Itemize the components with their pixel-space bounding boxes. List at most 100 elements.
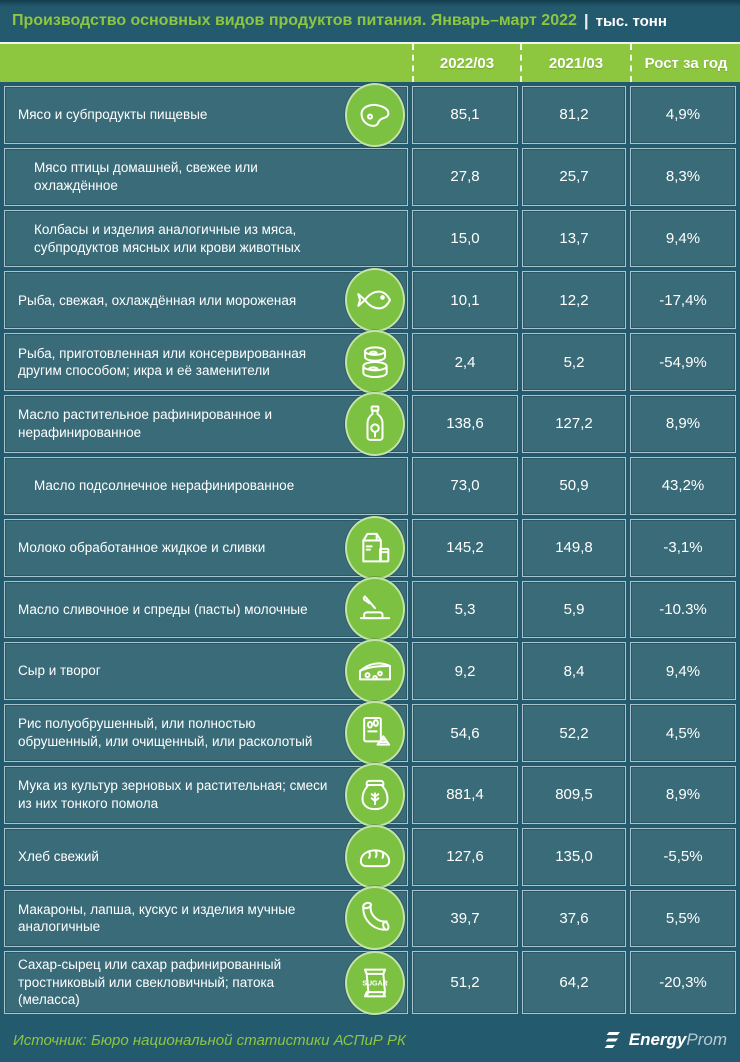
growth-value: 4,5% [630,704,736,762]
row-label: Рыба, свежая, охлаждённая или мороженая [18,292,297,308]
cheese-icon [345,639,405,704]
footer-bar: Источник: Бюро национальной статистики А… [0,1018,740,1062]
value-2022-03: 54,6 [412,704,518,762]
sugar-icon: SUGAR [345,950,405,1015]
value-2022-03: 85,1 [412,86,518,144]
table-row: Макароны, лапша, кускус и изделия мучные… [4,886,736,951]
row-label-cell: Рис полуобрушенный, или полностью обруше… [4,701,408,766]
row-label-cell: Мясо и субпродукты пищевые [4,82,408,147]
value-2021-03: 809,5 [522,765,626,824]
table-row: Мясо и субпродукты пищевые 85,1 81,2 4,9… [4,82,736,147]
row-label: Мясо птицы домашней, свежее или охлаждён… [34,160,258,193]
table-row: Молоко обработанное жидкое и сливки 145,… [4,515,736,580]
column-header-2021-03: 2021/03 [520,44,630,82]
value-2022-03: 2,4 [412,333,518,392]
row-label: Сыр и творог [18,663,101,679]
value-2021-03: 81,2 [522,86,626,144]
row-label-cell: Масло сливочное и спреды (пасты) молочны… [4,577,408,642]
sugar-icon-label: SUGAR [362,979,388,987]
title-separator: | [583,11,589,30]
growth-value: -10.3% [630,580,736,639]
energyprom-e-icon [604,1032,620,1048]
growth-value: 4,9% [630,86,736,144]
row-label-cell: Рыба, свежая, охлаждённая или мороженая [4,268,408,333]
table-row: Масло растительное рафинированное и нера… [4,391,736,456]
value-2022-03: 39,7 [412,889,518,948]
row-label-cell: Мука из культур зерновых и растительная;… [4,762,408,827]
value-2021-03: 50,9 [522,456,626,515]
value-2021-03: 127,2 [522,395,626,453]
source-note: Источник: Бюро национальной статистики А… [13,1031,406,1049]
value-2021-03: 37,6 [522,889,626,948]
value-2022-03: 138,6 [412,395,518,453]
value-2021-03: 12,2 [522,271,626,330]
column-header-growth: Рост за год [630,44,740,82]
value-2021-03: 25,7 [522,147,626,206]
value-2021-03: 13,7 [522,209,626,268]
growth-value: 8,9% [630,395,736,453]
flour-icon [345,762,405,827]
table-row: Масло подсолнечное нерафинированное 73,0… [4,456,736,515]
value-2022-03: 51,2 [412,951,518,1015]
row-label-cell: Мясо птицы домашней, свежее или охлаждён… [4,147,408,206]
title-bar: Производство основных видов продуктов пи… [0,0,740,42]
growth-value: -3,1% [630,518,736,577]
table-row: Сыр и творог 9,2 8,4 9,4% [4,639,736,704]
row-label-cell: Рыба, приготовленная или консервированна… [4,330,408,395]
value-2021-03: 135,0 [522,827,626,886]
value-2022-03: 15,0 [412,209,518,268]
milk-icon [345,515,405,580]
growth-value: -5,5% [630,827,736,886]
rice-icon [345,701,405,766]
row-label: Рис полуобрушенный, или полностью обруше… [18,716,313,750]
row-label: Молоко обработанное жидкое и сливки [18,539,266,555]
fish-icon [345,268,405,333]
row-label: Масло растительное рафинированное и нера… [18,407,273,440]
row-label-cell: Масло растительное рафинированное и нера… [4,391,408,456]
bread-icon [345,824,405,889]
row-label-cell: Колбасы и изделия аналогичные из мяса, с… [4,209,408,268]
growth-value: -54,9% [630,333,736,392]
pasta-icon [345,886,405,951]
row-label-cell: Молоко обработанное жидкое и сливки [4,515,408,580]
column-header-spacer [0,44,412,82]
table-row: Рис полуобрушенный, или полностью обруше… [4,701,736,766]
row-label: Хлеб свежий [18,848,99,864]
value-2021-03: 5,2 [522,333,626,392]
energyprom-logo: EnergyProm [603,1030,727,1050]
value-2021-03: 5,9 [522,580,626,639]
table-row: Сахар-сырец или сахар рафинированный тро… [4,950,736,1015]
row-label-cell: Масло подсолнечное нерафинированное [4,456,408,515]
value-2021-03: 64,2 [522,951,626,1015]
row-label-cell: Сахар-сырец или сахар рафинированный тро… [4,950,408,1015]
row-label: Колбасы и изделия аналогичные из мяса, с… [34,221,301,255]
row-label-cell: Сыр и творог [4,639,408,704]
value-2022-03: 10,1 [412,271,518,330]
page-title: Производство основных видов продуктов пи… [12,12,577,29]
value-2021-03: 8,4 [522,642,626,701]
row-label: Мука из культур зерновых и растительная;… [18,778,328,811]
growth-value: -20,3% [630,951,736,1015]
value-2022-03: 73,0 [412,456,518,515]
growth-value: 9,4% [630,209,736,268]
value-2021-03: 149,8 [522,518,626,577]
row-label: Макароны, лапша, кускус и изделия мучные… [18,901,296,935]
oil-bottle-icon [345,391,405,456]
value-2022-03: 27,8 [412,147,518,206]
growth-value: 8,3% [630,147,736,206]
table-row: Мясо птицы домашней, свежее или охлаждён… [4,147,736,206]
table-row: Рыба, приготовленная или консервированна… [4,330,736,395]
row-label: Масло сливочное и спреды (пасты) молочны… [18,601,308,617]
growth-value: 5,5% [630,889,736,948]
growth-value: -17,4% [630,271,736,330]
row-label: Мясо и субпродукты пищевые [18,107,208,123]
value-2022-03: 145,2 [412,518,518,577]
growth-value: 43,2% [630,456,736,515]
row-label: Рыба, приготовленная или консервированна… [18,345,307,379]
column-header-2022-03: 2022/03 [412,44,520,82]
row-label-cell: Хлеб свежий [4,824,408,889]
logo-text-prom: Prom [686,1030,727,1049]
value-2022-03: 9,2 [412,642,518,701]
value-2022-03: 881,4 [412,765,518,824]
